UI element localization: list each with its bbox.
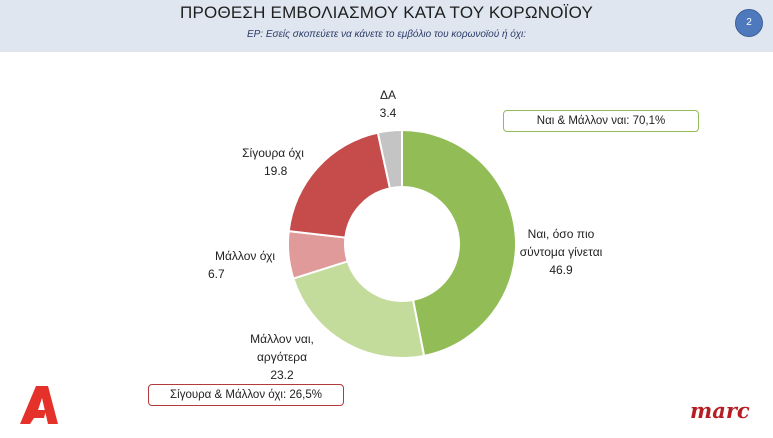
slice-value: 46.9 [549,263,573,277]
slice-dk [376,128,403,190]
slice-label-rather-no: Μάλλον όχι 6.7 [205,247,285,283]
question-subtitle: ΕΡ: Εσείς σκοπεύετε να κάνετε το εμβόλιο… [246,29,527,40]
slice-label-rather-yes-later: Μάλλον ναι, αργότερα 23.2 [232,330,332,384]
slice-label-yes-asap: Ναι, όσο πιο σύντομα γίνεται 46.9 [506,225,616,279]
slice-value: 6.7 [208,267,225,281]
page-number-badge: 2 [735,9,763,37]
summary-no-box: Σίγουρα & Μάλλον όχι: 26,5% [148,384,344,406]
summary-yes-box: Ναι & Μάλλον ναι: 70,1% [503,110,699,132]
donut-chart [287,128,517,359]
alpha-tv-logo [20,386,58,424]
marc-logo: marc [690,398,750,423]
slice-value: 23.2 [270,368,294,382]
slice-value: 19.8 [264,164,288,178]
slice-label-dk: ΔΑ 3.4 [366,86,410,122]
header-bar: ΠΡΟΘΕΣΗ ΕΜΒΟΛΙΑΣΜΟΥ ΚΑΤΑ ΤΟΥ ΚΟΡΩΝΟΪΟΥ Ε… [0,0,773,52]
slice-yes-asap [401,128,517,358]
slice-rather-yes-later [292,260,426,359]
slice-label-definitely-no: Σίγουρα όχι 19.8 [230,144,316,180]
page-title: ΠΡΟΘΕΣΗ ΕΜΒΟΛΙΑΣΜΟΥ ΚΑΤΑ ΤΟΥ ΚΟΡΩΝΟΪΟΥ [180,3,593,22]
slice-value: 3.4 [379,106,397,120]
